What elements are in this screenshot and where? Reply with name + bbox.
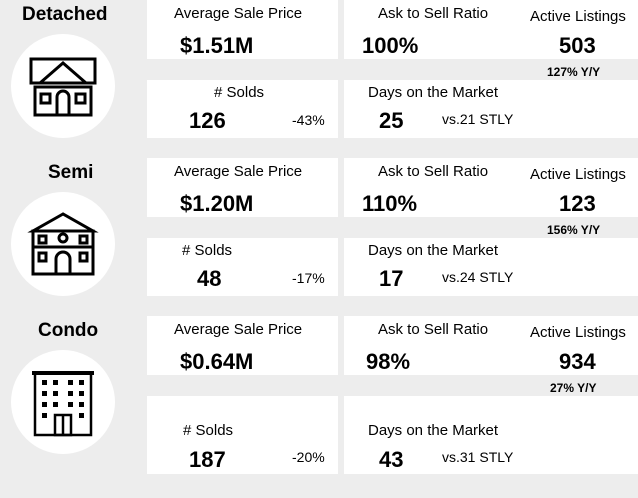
solds-change: -20% <box>292 449 325 465</box>
card-bottom-left <box>147 238 338 296</box>
solds-change: -43% <box>292 112 325 128</box>
card-bottom-left <box>147 396 338 474</box>
active-listings-label: Active Listings <box>530 8 626 25</box>
avg-price-label: Average Sale Price <box>174 321 303 338</box>
solds-change: -17% <box>292 270 325 286</box>
ask-sell-value: 110% <box>362 191 418 216</box>
detached-section: Detached Average Sale Price $1.51M Ask t… <box>0 0 638 158</box>
active-listings-yoy: 27% Y/Y <box>550 381 597 395</box>
property-type-label: Detached <box>22 4 108 25</box>
ask-sell-label: Ask to Sell Ratio <box>378 321 489 338</box>
detached-house-icon <box>29 57 97 117</box>
property-type-label: Condo <box>38 320 99 341</box>
card-top-left <box>147 316 338 375</box>
dom-label: Days on the Market <box>368 242 499 259</box>
dom-value: 43 <box>379 447 404 472</box>
solds-value: 126 <box>189 108 226 133</box>
card-top-right <box>344 0 638 59</box>
card-top-left <box>147 158 338 217</box>
card-bottom-right <box>344 80 638 138</box>
active-listings-label: Active Listings <box>530 166 626 183</box>
dom-stly: vs.24 STLY <box>442 269 514 285</box>
avg-price-label: Average Sale Price <box>174 163 303 180</box>
avg-price-value: $0.64M <box>180 349 254 374</box>
solds-value: 48 <box>197 266 222 291</box>
solds-value: 187 <box>189 447 226 472</box>
solds-label: # Solds <box>183 422 234 439</box>
active-listings-yoy: 156% Y/Y <box>547 223 601 237</box>
solds-label: # Solds <box>182 242 233 259</box>
semi-icon-circle <box>11 192 115 296</box>
dom-stly: vs.31 STLY <box>442 449 514 465</box>
active-listings-value: 934 <box>559 349 596 374</box>
active-listings-value: 123 <box>559 191 596 216</box>
semi-section: Semi Average Sale Price $1.20M Ask to Se… <box>0 158 638 316</box>
active-listings-value: 503 <box>559 33 596 58</box>
avg-price-label: Average Sale Price <box>174 5 303 22</box>
card-top-right <box>344 158 638 217</box>
ask-sell-label: Ask to Sell Ratio <box>378 5 489 22</box>
detached-icon-circle <box>11 34 115 138</box>
dom-stly: vs.21 STLY <box>442 111 514 127</box>
condo-building-icon <box>32 371 94 437</box>
solds-label: # Solds <box>214 84 265 101</box>
avg-price-value: $1.51M <box>180 33 254 58</box>
active-listings-label: Active Listings <box>530 324 626 341</box>
card-bottom-right <box>344 238 638 296</box>
dom-label: Days on the Market <box>368 422 499 439</box>
avg-price-value: $1.20M <box>180 191 254 216</box>
active-listings-yoy: 127% Y/Y <box>547 65 601 79</box>
condo-section: Condo Average Sale Price $0.64M Ask to S… <box>0 316 638 474</box>
card-top-left <box>147 0 338 59</box>
card-top-right <box>344 316 638 375</box>
card-bottom-right <box>344 396 638 474</box>
card-bottom-left <box>147 80 338 138</box>
ask-sell-label: Ask to Sell Ratio <box>378 163 489 180</box>
ask-sell-value: 100% <box>362 33 419 58</box>
ask-sell-value: 98% <box>366 349 411 374</box>
semi-detached-house-icon <box>27 212 99 276</box>
condo-icon-circle <box>11 350 115 454</box>
dom-value: 17 <box>379 266 404 291</box>
dom-value: 25 <box>379 108 404 133</box>
dom-label: Days on the Market <box>368 84 499 101</box>
property-type-label: Semi <box>48 162 94 183</box>
